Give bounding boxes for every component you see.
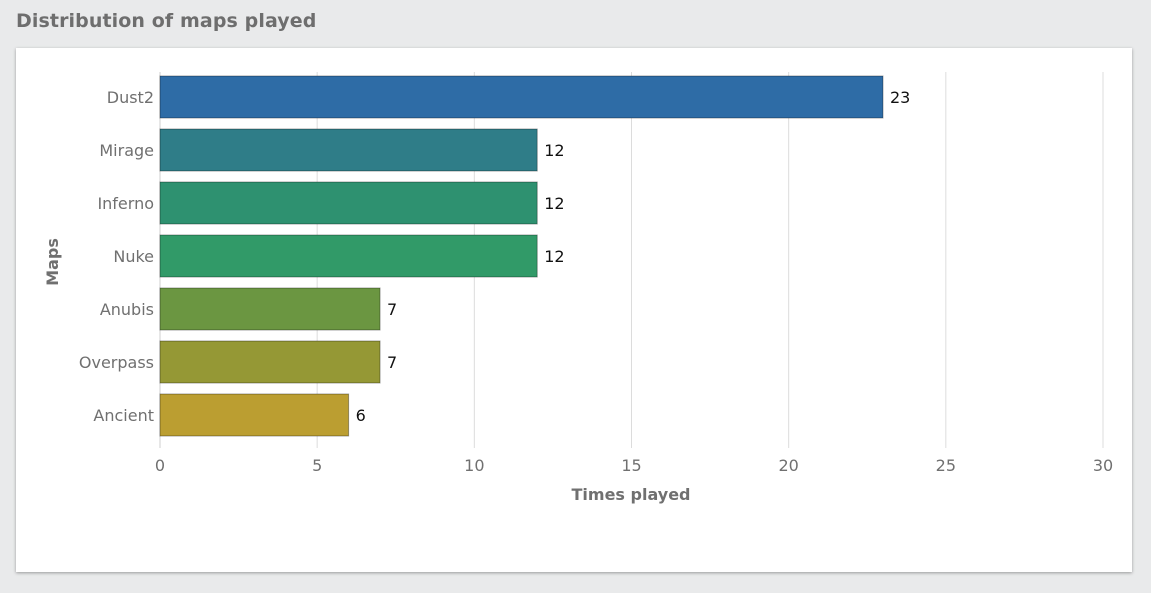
y-axis-title: Maps (43, 238, 62, 286)
x-tick-label: 0 (155, 456, 165, 475)
y-tick-label: Anubis (100, 300, 154, 319)
x-tick-label: 5 (312, 456, 322, 475)
page-title: Distribution of maps played (16, 10, 317, 32)
y-tick-label: Overpass (79, 353, 154, 372)
y-tick-label: Inferno (97, 194, 154, 213)
bar-ancient (159, 393, 350, 437)
bar-value-label: 12 (544, 141, 564, 160)
bars (159, 75, 884, 437)
bar-anubis (159, 287, 381, 331)
bar-inferno (159, 181, 538, 225)
bar-overpass (159, 340, 381, 384)
bar-value-label: 7 (387, 300, 397, 319)
bar-value-label: 7 (387, 353, 397, 372)
y-tick-label: Nuke (113, 247, 154, 266)
x-tick-label: 25 (936, 456, 956, 475)
bar-dust2 (159, 75, 884, 119)
x-tick-label: 30 (1093, 456, 1113, 475)
x-axis-title: Times played (572, 485, 691, 504)
y-tick-label: Dust2 (107, 88, 154, 107)
bar-value-label: 23 (890, 88, 910, 107)
labels: 0 5 10 15 20 25 30 Dust2 23 Mirage 12 Inferno 12 Nuke… (79, 88, 1113, 475)
bar-value-label: 12 (544, 247, 564, 266)
x-tick-label: 20 (778, 456, 798, 475)
y-tick-label: Mirage (99, 141, 154, 160)
chart-card: 0 5 10 15 20 25 30 Dust2 23 Mirage 12 Inferno 12 Nuke… (16, 48, 1132, 572)
bar-value-label: 6 (356, 406, 366, 425)
bar-mirage (159, 128, 538, 172)
x-tick-label: 15 (621, 456, 641, 475)
bar-nuke (159, 234, 538, 278)
y-tick-label: Ancient (93, 406, 154, 425)
x-tick-label: 10 (464, 456, 484, 475)
bar-chart: 0 5 10 15 20 25 30 Dust2 23 Mirage 12 Inferno 12 Nuke… (43, 72, 1113, 504)
bar-value-label: 12 (544, 194, 564, 213)
